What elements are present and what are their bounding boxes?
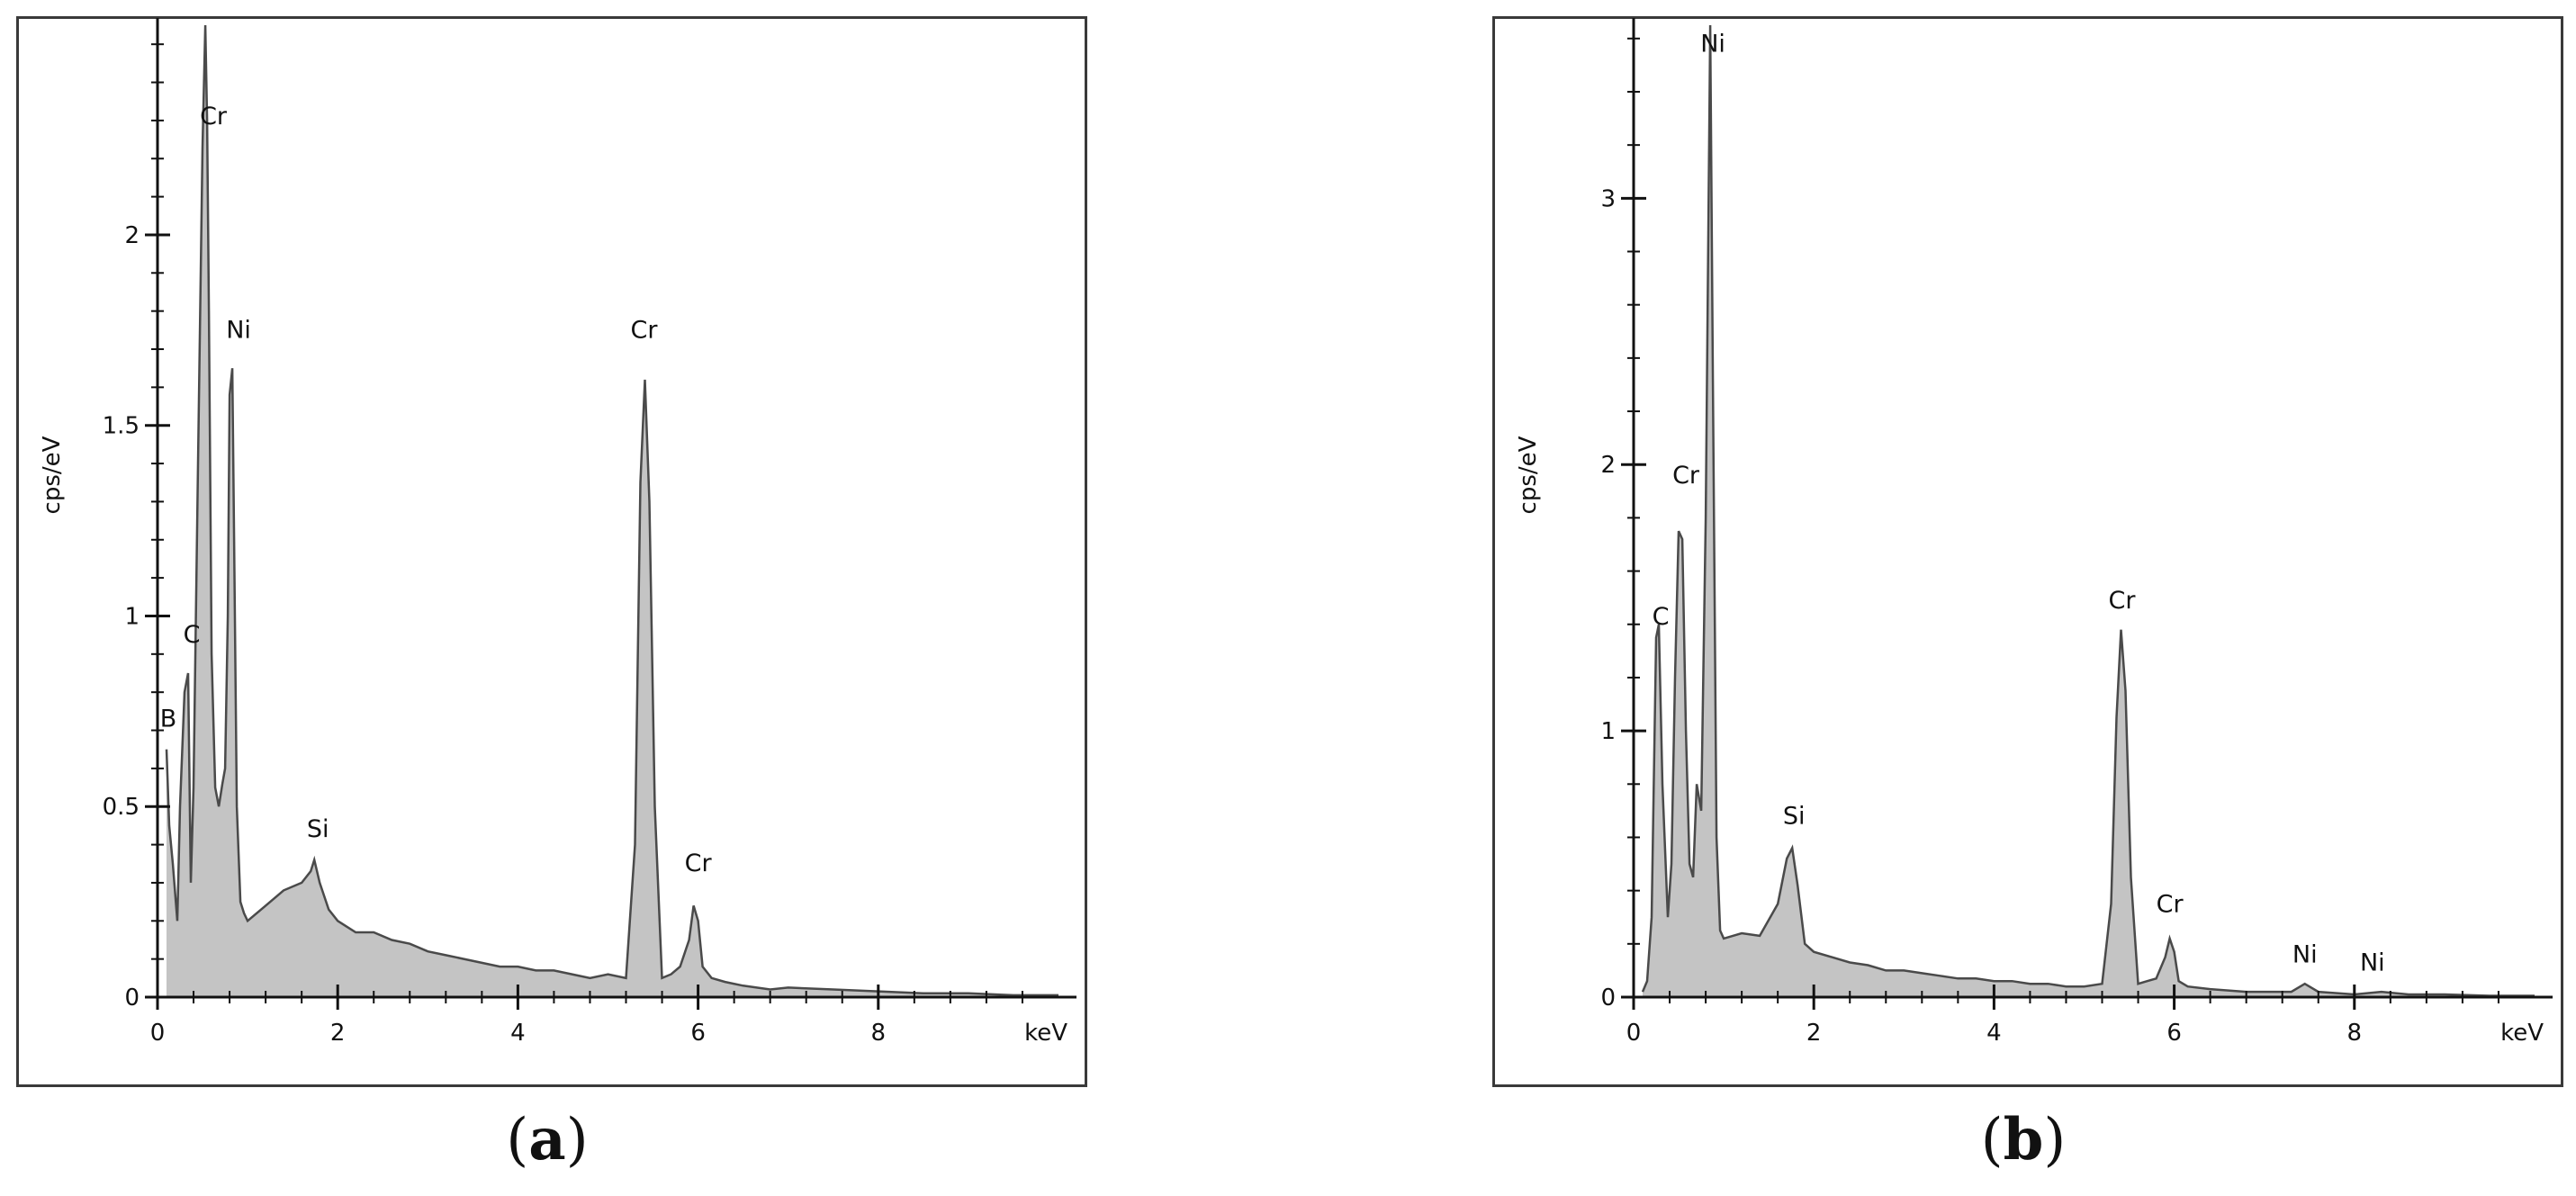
y-tick-label: 1 <box>124 603 140 630</box>
x-tick-label: 0 <box>150 1020 166 1047</box>
spectrum-line <box>1641 24 2535 997</box>
y-tick-label: 2 <box>124 222 140 249</box>
peak-label-c: C <box>1653 603 1670 631</box>
peak-label-b: B <box>160 705 177 733</box>
x-axis-unit-label: keV <box>1024 1020 1067 1047</box>
x-tick-label: 8 <box>871 1020 887 1047</box>
y-tick-label: 0 <box>1600 985 1616 1012</box>
spectrum-panel-b: 0 1 2 3 0 2 4 6 8 keV cps/eV Ni Cr C Si Cr Cr Ni Ni <box>1492 16 2563 1087</box>
x-tick-label: 0 <box>1626 1020 1642 1047</box>
peak-label-si: Si <box>1783 803 1806 831</box>
caption-open-paren: ( <box>1980 1107 2004 1174</box>
peak-label-ni: Ni <box>226 316 251 344</box>
spectrum-line <box>165 24 1058 997</box>
peak-label-cr: Cr <box>1672 462 1700 490</box>
y-tick-label: 1.5 <box>103 413 140 440</box>
peak-label-cr: Cr <box>2157 890 2184 918</box>
peak-label-c: C <box>184 621 201 649</box>
y-tick-label: 3 <box>1600 185 1616 212</box>
x-tick-label: 6 <box>690 1020 706 1047</box>
caption-close-paren: ) <box>2043 1107 2067 1174</box>
x-tick-label: 4 <box>510 1020 526 1047</box>
x-tick-label: 8 <box>2347 1020 2363 1047</box>
x-tick-label: 2 <box>1806 1020 1822 1047</box>
y-tick-label: 0.5 <box>103 794 140 821</box>
x-tick-label: 4 <box>1986 1020 2002 1047</box>
y-axis-title: cps/eV <box>39 436 66 514</box>
panel-caption-a: (a) <box>430 1100 664 1181</box>
peak-label-cr: Cr <box>631 316 659 344</box>
spectrum-area <box>1643 25 2535 997</box>
peak-label-cr: Cr <box>685 850 713 877</box>
spectrum-chart-b: 0 1 2 3 0 2 4 6 8 keV cps/eV Ni Cr C Si Cr Cr Ni Ni <box>1515 18 2553 1047</box>
panel-frame <box>16 16 1087 1087</box>
caption-letter: b <box>2003 1106 2044 1174</box>
caption-letter: a <box>528 1106 566 1174</box>
peak-label-ni: Ni <box>2360 949 2385 976</box>
x-axis-unit-label: keV <box>2500 1020 2544 1047</box>
peak-label-cr: Cr <box>2109 587 2137 615</box>
peak-label-ni: Ni <box>1700 31 1725 58</box>
y-tick-label: 2 <box>1600 452 1616 479</box>
x-tick-label: 6 <box>2166 1020 2182 1047</box>
x-tick-label: 2 <box>330 1020 346 1047</box>
panel-caption-b: (b) <box>1906 1100 2140 1181</box>
caption-close-paren: ) <box>565 1107 589 1174</box>
caption-open-paren: ( <box>506 1107 529 1174</box>
panel-frame <box>1492 16 2563 1087</box>
peak-label-si: Si <box>307 815 329 843</box>
y-axis-title: cps/eV <box>1515 436 1542 514</box>
peak-label-cr: Cr <box>200 103 228 130</box>
peak-label-ni: Ni <box>2292 941 2318 969</box>
spectrum-chart-a: 0 0.5 1 1.5 2 0 2 4 6 8 keV cps/eV Cr Ni C B Si Cr Cr <box>39 18 1076 1047</box>
spectrum-panel-a: 0 0.5 1 1.5 2 0 2 4 6 8 keV cps/eV Cr Ni C B Si Cr Cr <box>16 16 1087 1087</box>
y-tick-label: 1 <box>1600 718 1616 745</box>
y-tick-label: 0 <box>124 985 140 1012</box>
spectrum-area <box>167 25 1058 997</box>
